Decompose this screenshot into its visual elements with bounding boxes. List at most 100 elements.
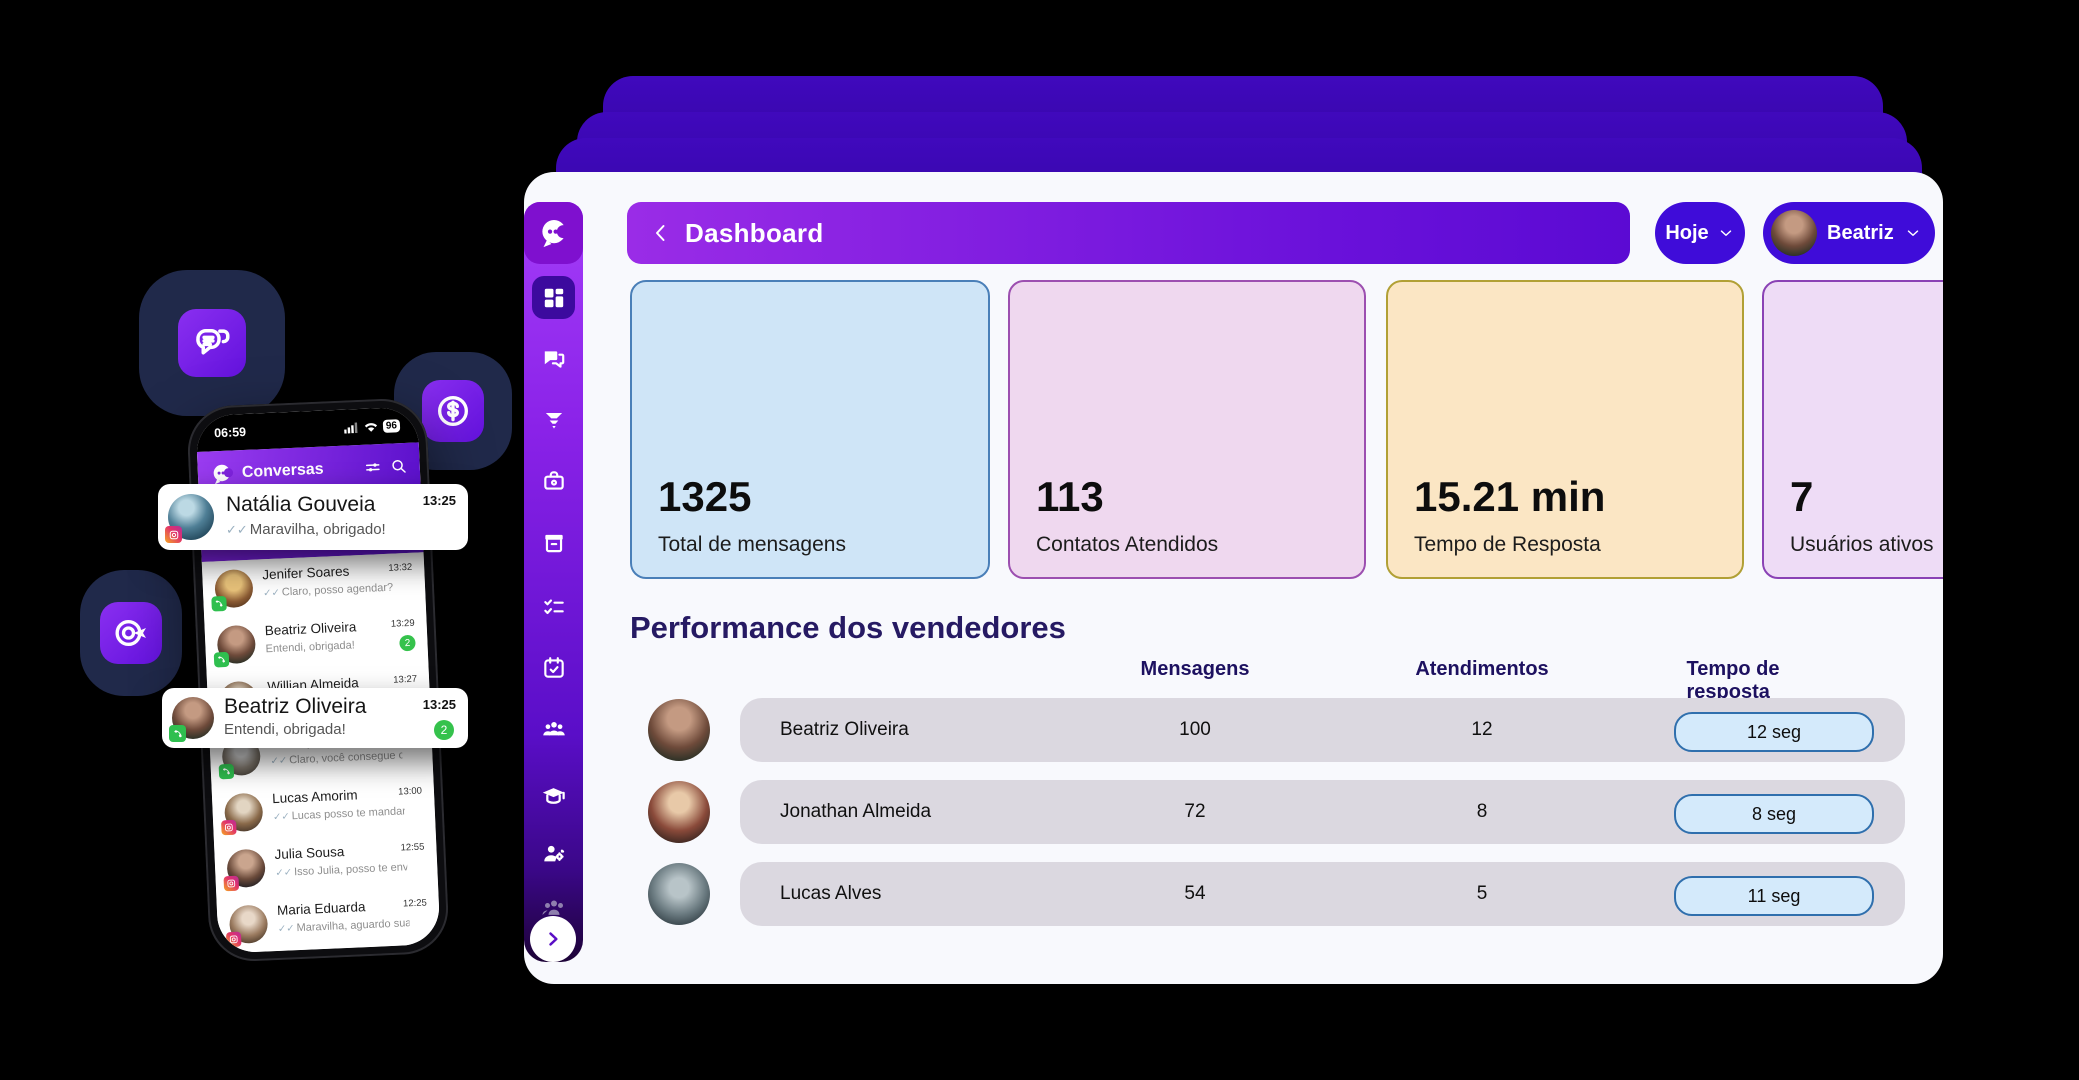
- brand-chat-logo-icon: [541, 219, 570, 248]
- atendimentos-value: 8: [1476, 801, 1488, 822]
- status-time: 06:59: [213, 424, 247, 441]
- atendimentos-value: 5: [1476, 883, 1488, 904]
- response-time-badge: 8 seg: [1674, 794, 1874, 834]
- mensagens-value: 54: [1184, 883, 1206, 904]
- chat-list-item[interactable]: Maria Eduarda ✓✓Maravilha, aguardo suas …: [216, 888, 440, 954]
- chevron-down-icon: [1720, 230, 1731, 236]
- stat-value: 1325: [658, 473, 752, 520]
- app-logo[interactable]: [524, 202, 583, 264]
- chat-list-item[interactable]: Julia Sousa ✓✓Isso Julia, posso te envia…: [214, 832, 438, 898]
- response-time-badge: 12 seg: [1674, 712, 1874, 752]
- mensagens-value: 100: [1179, 719, 1211, 740]
- sidebar-item-contacts[interactable]: [532, 886, 575, 929]
- chat-list-item[interactable]: Jenifer Soares ✓✓Claro, posso agendar? 1…: [202, 552, 426, 618]
- chat-time: 12:25: [402, 897, 428, 910]
- sidebar-item-funnel[interactable]: [532, 398, 575, 441]
- avatar: [648, 699, 710, 761]
- stat-label: Usuários ativos: [1790, 533, 1934, 556]
- briefcase-icon: [543, 470, 564, 490]
- response-time-value: 11 seg: [1747, 885, 1801, 906]
- chat-message: Maravilha, obrigado!: [249, 521, 386, 538]
- chat-list-item[interactable]: Lucas Amorim ✓✓Lucas posso te mandar mai…: [212, 776, 436, 842]
- group-icon: [542, 900, 563, 915]
- period-select[interactable]: Hoje: [1655, 202, 1745, 264]
- user-menu[interactable]: Beatriz: [1763, 202, 1935, 264]
- chat-time: 13:25: [422, 493, 456, 508]
- sidebar-item-dashboard[interactable]: [532, 276, 575, 319]
- stat-value: 15.21 min: [1414, 473, 1606, 520]
- instagram-badge: [223, 875, 240, 892]
- avatar: [211, 568, 254, 612]
- avatar: [165, 494, 214, 543]
- chat-time: 13:25: [422, 697, 456, 712]
- sidebar-item-agent-settings[interactable]: [532, 832, 575, 875]
- chat-time: 13:00: [397, 785, 423, 798]
- column-header-tempo: Tempo de resposta: [1686, 658, 1780, 703]
- sidebar-expand-button[interactable]: [530, 916, 576, 962]
- sidebar-item-chats[interactable]: [532, 337, 575, 380]
- chat-message: Entendi, obrigada!: [265, 639, 356, 656]
- sidebar: [524, 202, 583, 962]
- signal-icon: [343, 422, 358, 434]
- chat-list-item[interactable]: Beatriz Oliveira Entendi, obrigada! 13:2…: [204, 608, 428, 674]
- avatar: [1771, 210, 1817, 256]
- chevron-down-icon: [1907, 230, 1918, 236]
- instagram-badge: [225, 931, 242, 948]
- table-row[interactable]: Beatriz Oliveira 100 12 12 seg: [524, 698, 1943, 762]
- brand-chat-logo-icon: [213, 464, 234, 485]
- sidebar-item-calendar[interactable]: [532, 646, 575, 689]
- dashboard-grid-icon: [544, 288, 563, 307]
- back-icon[interactable]: [649, 221, 673, 245]
- notification-card[interactable]: Beatriz Oliveira Entendi, obrigada! 13:2…: [162, 688, 468, 748]
- stat-label: Contatos Atendidos: [1036, 533, 1219, 556]
- page-header-bar: Dashboard: [627, 202, 1630, 264]
- sidebar-item-team[interactable]: [532, 707, 575, 750]
- chat-bubbles-icon: [178, 309, 246, 377]
- group-icon: [542, 721, 565, 735]
- filter-sliders-icon[interactable]: [363, 458, 382, 477]
- whatsapp-badge: [211, 595, 227, 612]
- search-icon[interactable]: [389, 457, 408, 476]
- seller-name: Lucas Alves: [780, 883, 882, 904]
- chat-bubbles-blob: [139, 270, 285, 416]
- seller-name: Jonathan Almeida: [780, 801, 932, 822]
- chat-name: Lucas Amorim: [271, 787, 358, 807]
- chat-time: 13:27: [393, 673, 418, 686]
- read-receipt: ✓✓: [226, 522, 248, 537]
- sidebar-item-tasks[interactable]: [532, 585, 575, 628]
- user-name: Beatriz: [1827, 221, 1894, 244]
- chat-name: Maria Eduarda: [276, 899, 366, 918]
- page-title: Dashboard: [685, 217, 824, 248]
- chat-list-item[interactable]: Henrique Fernandes ✓✓Claro, você consegu…: [209, 720, 433, 786]
- battery-level: 96: [385, 419, 398, 432]
- read-receipt: ✓✓: [277, 923, 295, 935]
- chat-message: Claro, posso agendar?: [281, 581, 394, 599]
- response-time-value: 8 seg: [1751, 803, 1797, 824]
- avatar: [218, 736, 262, 780]
- stat-value: 7: [1790, 473, 1814, 520]
- chat-message: Maravilha, aguardo suas info...: [296, 917, 410, 935]
- table-row[interactable]: Lucas Alves 54 5 11 seg: [524, 862, 1943, 926]
- calendar-check-icon: [543, 656, 564, 678]
- checklist-icon: [543, 598, 564, 614]
- read-receipt: ✓✓: [262, 587, 281, 600]
- sidebar-item-archive[interactable]: [532, 521, 575, 564]
- wifi-icon: [364, 422, 377, 432]
- mensagens-value: 72: [1184, 801, 1206, 822]
- avatar: [169, 697, 214, 742]
- read-receipt: ✓✓: [270, 755, 288, 768]
- instagram-badge: [165, 526, 182, 543]
- whatsapp-badge: [213, 651, 230, 668]
- atendimentos-value: 12: [1471, 719, 1493, 740]
- read-receipt: ✓✓: [272, 811, 290, 824]
- response-time-value: 12 seg: [1746, 721, 1802, 742]
- sidebar-item-briefcase[interactable]: [532, 459, 575, 502]
- sidebar-item-courses[interactable]: [532, 775, 575, 818]
- stat-card-tempo-resposta: 15.21 min Tempo de Resposta: [1386, 280, 1744, 579]
- chat-name: Julia Sousa: [274, 844, 345, 863]
- chat-name: Beatriz Oliveira: [224, 695, 367, 718]
- whatsapp-badge: [169, 725, 186, 742]
- notification-card[interactable]: Natália Gouveia ✓✓ Maravilha, obrigado! 1…: [158, 484, 468, 550]
- column-header-mensagens: Mensagens: [1140, 658, 1250, 680]
- table-row[interactable]: Jonathan Almeida 72 8 8 seg: [524, 780, 1943, 844]
